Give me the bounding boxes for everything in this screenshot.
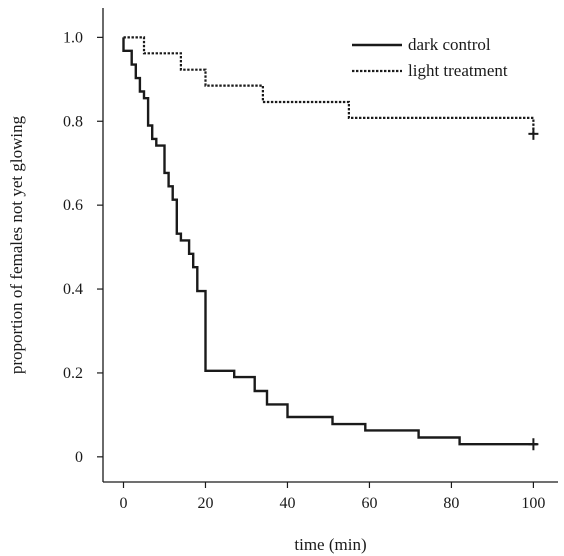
y-axis-label: proportion of females not yet glowing	[7, 115, 26, 374]
x-tick-label: 40	[279, 495, 295, 512]
y-tick-label: 0.4	[63, 281, 83, 298]
y-tick-label: 0.2	[63, 365, 83, 382]
y-tick-label: 1.0	[63, 29, 83, 46]
series-line-dark-control	[122, 37, 538, 446]
x-tick-label: 100	[521, 495, 545, 512]
legend-label-light-treatment: light treatment	[408, 61, 508, 80]
x-tick-label: 60	[361, 495, 377, 512]
legend: dark control light treatment	[352, 35, 508, 80]
y-tick-label: 0.6	[63, 197, 83, 214]
censor-mark-dark-control	[528, 438, 539, 451]
x-tick-label: 20	[197, 495, 213, 512]
x-ticks: 0 20 40 60 80 100	[119, 482, 545, 512]
y-tick-label: 0	[75, 449, 83, 466]
axes	[102, 8, 558, 483]
y-tick-label: 0.8	[63, 113, 83, 130]
x-tick-label: 0	[119, 495, 127, 512]
x-tick-label: 80	[443, 495, 459, 512]
x-axis-label: time (min)	[294, 535, 366, 554]
legend-label-dark-control: dark control	[408, 35, 491, 54]
series-line-light-treatment	[123, 36, 535, 134]
series-layer	[122, 36, 539, 451]
censor-mark-light-treatment	[528, 127, 539, 140]
y-ticks: 0 0.2 0.4 0.6 0.8 1.0	[63, 29, 103, 466]
